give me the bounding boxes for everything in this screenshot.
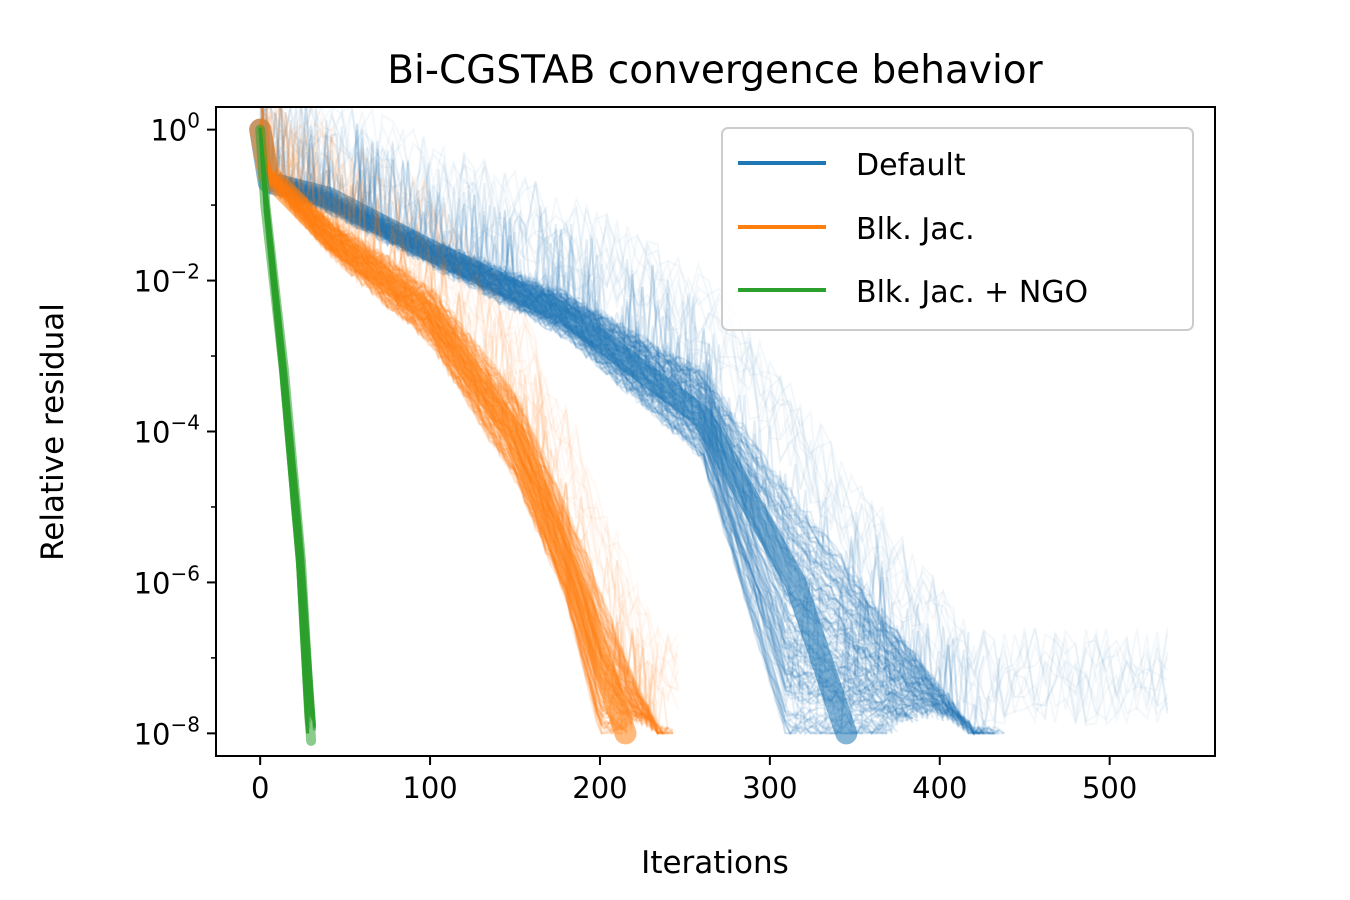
series-1-core — [249, 118, 637, 745]
series-0-run — [259, 107, 899, 733]
series-0-run — [259, 123, 888, 736]
series-1-outlier — [260, 107, 680, 709]
series-1-outlier — [259, 107, 680, 684]
series-1-outlier — [259, 107, 680, 710]
series-1-outlier — [260, 107, 680, 703]
series-0-outlier — [259, 107, 1169, 725]
series-0-outlier — [260, 107, 1169, 720]
series-1-run — [259, 126, 623, 735]
series-0-run — [259, 131, 899, 731]
y-tick-label: 10−2 — [134, 260, 200, 299]
series-0-outlier — [259, 107, 1169, 726]
series-layer — [249, 107, 1169, 746]
series-0-outlier — [260, 107, 1169, 716]
series-0-run — [259, 128, 888, 736]
x-axis-label: Iterations — [641, 845, 789, 881]
series-1-outlier — [259, 107, 679, 696]
series-0-outlier — [259, 107, 1169, 726]
series-0-outlier — [259, 107, 1169, 725]
series-1-outlier — [259, 107, 680, 690]
series-0-run — [259, 132, 908, 725]
y-tick-label: 10−8 — [134, 712, 200, 751]
series-1-outlier — [259, 107, 679, 679]
x-tick-label: 400 — [912, 771, 967, 805]
series-1-run — [259, 126, 629, 736]
x-axis: 0 100 200 300 400 500 — [251, 756, 1137, 805]
series-1 — [249, 107, 680, 745]
series-0-run — [259, 130, 903, 727]
y-tick-label: 100 — [150, 109, 200, 148]
series-0-run — [259, 126, 984, 735]
legend-label-default: Default — [856, 148, 966, 183]
y-tick-label: 10−4 — [134, 411, 200, 450]
series-1-outlier — [259, 107, 680, 702]
series-1-run — [259, 121, 669, 735]
series-1-run — [259, 136, 664, 735]
series-1-outlier — [259, 107, 679, 695]
series-1-run — [259, 122, 628, 730]
series-0-outlier — [260, 107, 1168, 716]
series-2 — [255, 124, 317, 746]
series-0-outlier — [259, 107, 1169, 723]
legend-label-blk-jac-ngo: Blk. Jac. + NGO — [856, 275, 1088, 310]
chart-title: Bi-CGSTAB convergence behavior — [387, 48, 1043, 93]
series-2-core — [255, 124, 317, 746]
y-tick-label: 10−6 — [134, 561, 200, 600]
series-1-run — [259, 127, 669, 736]
series-1-run — [259, 131, 674, 735]
series-0-outlier — [259, 107, 1169, 727]
series-1-run — [259, 125, 674, 735]
series-1-outlier — [260, 107, 680, 699]
series-1-outlier — [259, 107, 679, 692]
series-0-outlier — [259, 107, 1169, 726]
legend-label-blk-jac: Blk. Jac. — [856, 212, 975, 247]
x-tick-label: 300 — [742, 771, 797, 805]
x-tick-label: 0 — [251, 771, 269, 805]
x-tick-label: 500 — [1082, 771, 1137, 805]
x-tick-label: 100 — [402, 771, 457, 805]
series-0-outlier — [259, 107, 1169, 725]
legend: Default Blk. Jac. Blk. Jac. + NGO — [721, 127, 1194, 331]
y-axis: 100 10−2 10−4 10−6 10−8 — [134, 109, 216, 751]
legend-box — [721, 127, 1194, 331]
series-0-outlier — [260, 107, 1169, 725]
series-0 — [249, 107, 1169, 745]
y-axis-label: Relative residual — [35, 303, 71, 561]
series-1-outlier — [260, 107, 679, 690]
x-tick-label: 200 — [572, 771, 627, 805]
